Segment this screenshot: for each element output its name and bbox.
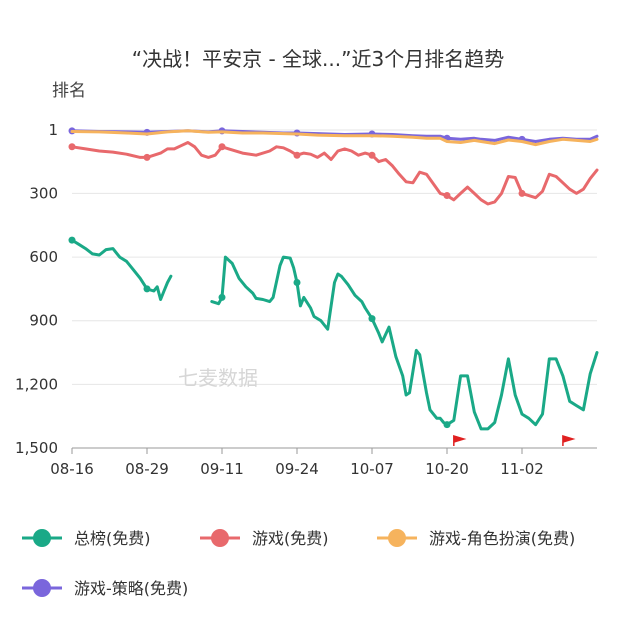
x-tick-label: 09-24 [275, 460, 319, 478]
legend-label: 总榜(免费) [74, 529, 151, 548]
x-axis: 08-16 08-29 09-11 09-24 10-07 10-20 11-02 [50, 447, 597, 478]
series-point [293, 279, 301, 287]
series-point [443, 192, 451, 200]
series-line [70, 238, 599, 431]
x-tick-label: 10-20 [425, 460, 469, 478]
x-tick-label: 11-02 [500, 460, 544, 478]
watermark: 七麦数据 [178, 366, 258, 390]
y-tick-label: 1 [48, 121, 58, 139]
series-point [443, 421, 451, 429]
series-point [68, 236, 76, 244]
y-axis-label: 排名 [52, 81, 86, 101]
x-tick-label: 08-29 [125, 460, 169, 478]
y-tick-label: 900 [29, 312, 58, 330]
series-line [70, 129, 599, 147]
series-point [368, 315, 376, 323]
series-point [143, 153, 151, 161]
chart-title: “决战！平安京 - 全球...”近3个月排名趋势 [132, 47, 504, 71]
series-lines [68, 127, 599, 431]
y-tick-label: 600 [29, 248, 58, 266]
legend-label: 游戏-策略(免费) [74, 579, 188, 598]
event-flags [453, 434, 576, 446]
legend-label: 游戏(免费) [252, 529, 329, 548]
legend: 总榜(免费) 游戏(免费) 游戏-角色扮演(免费) 游戏-策略(免费) [22, 529, 575, 598]
legend-swatch-dot [33, 579, 51, 597]
y-axis-ticks: 1 300 600 900 1,200 1,500 [15, 121, 58, 457]
x-tick-label: 08-16 [50, 460, 94, 478]
flag-marker [562, 434, 576, 446]
legend-label: 游戏-角色扮演(免费) [429, 529, 575, 548]
series-point [518, 189, 526, 197]
legend-swatch-dot [33, 529, 51, 547]
x-tick-label: 09-11 [200, 460, 244, 478]
legend-swatch-dot [211, 529, 229, 547]
series-point [218, 143, 226, 151]
series-point [143, 285, 151, 293]
series-point [293, 151, 301, 159]
y-tick-label: 300 [29, 184, 58, 202]
series-line [70, 141, 599, 206]
y-tick-label: 1,500 [15, 439, 58, 457]
flag-marker [453, 434, 467, 446]
series-point [218, 293, 226, 301]
series-point [68, 143, 76, 151]
x-tick-label: 10-07 [350, 460, 394, 478]
y-tick-label: 1,200 [15, 375, 58, 393]
legend-swatch-dot [388, 529, 406, 547]
series-point [368, 151, 376, 159]
